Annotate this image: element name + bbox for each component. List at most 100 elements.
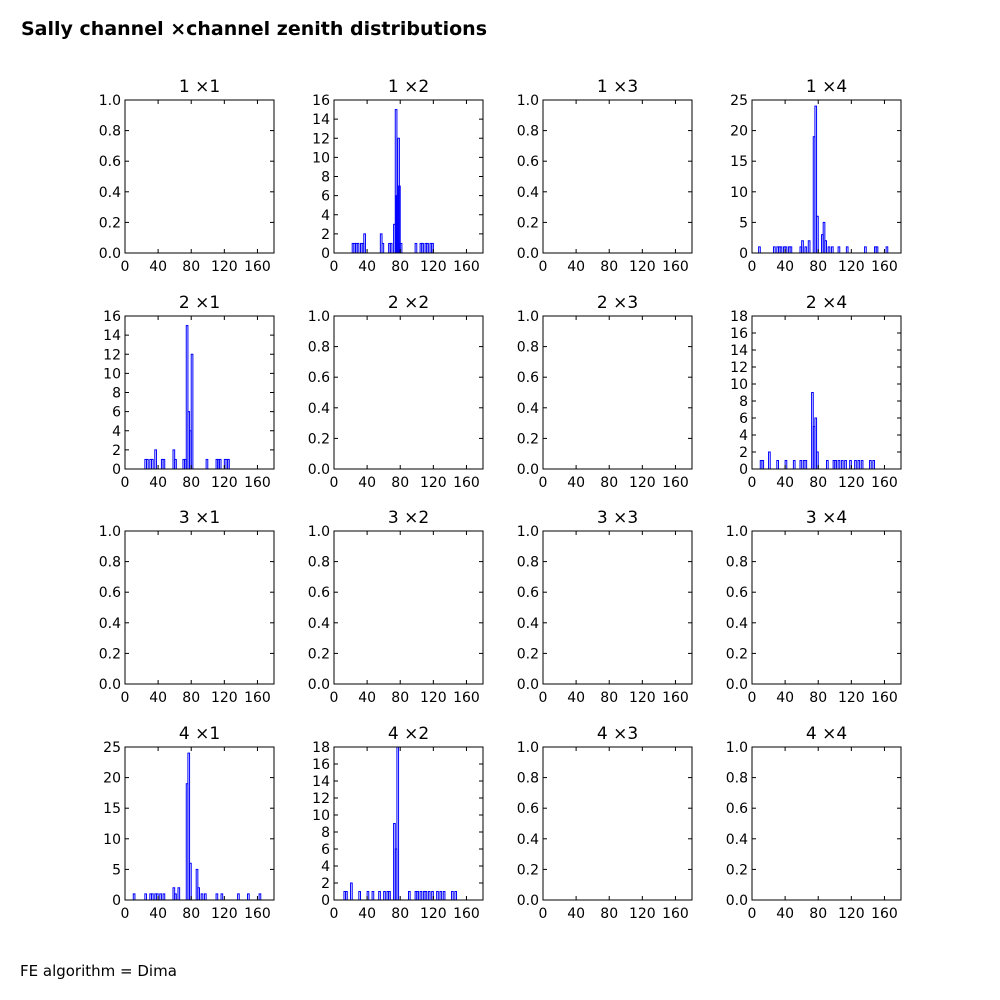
y-tick-label: 0 [739,462,748,478]
y-tick-label: 5 [739,215,748,231]
y-tick-label: 1.0 [726,740,748,756]
y-tick-label: 10 [103,366,121,382]
histogram-bar [419,891,423,901]
histogram-bar [215,893,219,901]
histogram-bar [799,460,803,470]
y-tick-label: 18 [730,309,748,325]
y-tick-label: 14 [730,343,748,359]
x-tick-label: 0 [748,475,757,491]
y-tick-label: 0.8 [726,555,748,571]
x-tick-label: 80 [600,690,618,706]
y-tick-label: 0.6 [726,585,748,601]
y-tick-label: 8 [112,386,121,402]
x-tick-label: 80 [391,475,409,491]
histogram-bar [159,893,162,901]
y-tick-label: 0.0 [517,462,539,478]
histogram-bar [789,246,793,254]
histogram-bar [804,246,808,254]
histogram-bar [358,891,361,901]
x-tick-label: 80 [600,259,618,275]
axes-frame [124,746,275,901]
y-tick-label: 16 [312,757,330,773]
x-tick-label: 0 [539,690,548,706]
y-tick-label: 0.0 [517,893,539,909]
axes-frame [751,99,902,254]
histogram-bar [439,891,443,901]
histogram-bar [162,458,166,470]
x-tick-label: 160 [871,690,898,706]
y-tick-label: 0.4 [308,616,330,632]
subplot-3x2: 0 40 80 120 160 0.0 0.2 0.4 0.6 0.8 1.0 3 ×2 [308,508,484,706]
x-tick-label: 160 [662,259,689,275]
y-tick-label: 0.6 [517,801,539,817]
x-tick-label: 120 [420,259,447,275]
histogram-bar [388,891,391,901]
y-tick-label: 0.2 [308,646,330,662]
x-tick-label: 160 [453,259,480,275]
y-tick-label: 20 [103,771,121,787]
y-tick-label: 1.0 [99,524,121,540]
histogram-bar [426,242,429,254]
histogram-bar [144,893,148,901]
y-tick-label: 4 [739,428,748,444]
histogram-bar [150,458,154,470]
x-tick-label: 160 [662,475,689,491]
y-tick-label: 0.4 [99,185,121,201]
y-tick-label: 0.2 [517,215,539,231]
x-tick-label: 0 [330,259,339,275]
y-tick-label: 1.0 [99,93,121,109]
x-tick-label: 0 [748,259,757,275]
axes-frame [124,315,275,470]
histogram-bar [237,893,240,901]
x-tick-label: 0 [748,690,757,706]
histogram-bar [442,891,446,901]
y-tick-label: 0.8 [517,124,539,140]
y-tick-label: 0.4 [726,616,748,632]
y-tick-label: 0.8 [726,771,748,787]
histogram-bar [885,246,889,254]
histogram-bar [416,891,419,901]
x-tick-label: 0 [330,690,339,706]
y-tick-label: 14 [312,112,330,128]
subplot-title: 3 ×4 [806,508,847,528]
x-tick-label: 80 [182,259,200,275]
histogram-bar [356,242,360,254]
y-tick-label: 0.2 [517,862,539,878]
y-tick-label: 1.0 [517,740,539,756]
histogram-bar [421,242,424,254]
y-tick-label: 12 [312,131,330,147]
y-tick-label: 6 [321,189,330,205]
x-tick-label: 0 [748,906,757,922]
x-tick-label: 120 [211,259,238,275]
histogram-bar [162,893,166,901]
y-tick-label: 5 [112,862,121,878]
x-tick-label: 40 [149,906,167,922]
y-tick-label: 15 [730,154,748,170]
y-tick-label: 1.0 [517,524,539,540]
histogram-bar [436,891,439,901]
subplot-title: 2 ×1 [179,293,220,313]
x-tick-label: 0 [121,475,130,491]
y-tick-label: 0.6 [726,801,748,817]
x-tick-label: 0 [121,259,130,275]
y-tick-label: 16 [730,326,748,342]
x-tick-label: 40 [776,690,794,706]
y-tick-label: 14 [103,328,121,344]
y-tick-label: 6 [112,405,121,421]
subplot-title: 4 ×1 [179,724,220,744]
y-tick-label: 12 [312,791,330,807]
subplot-4x3: 0 40 80 120 160 0.0 0.2 0.4 0.6 0.8 1.0 4 ×3 [517,724,693,922]
histogram-bar [258,893,262,901]
histogram-bar [154,449,157,470]
subplot-title: 3 ×3 [597,508,638,528]
histogram-bar [860,460,864,470]
y-tick-label: 0.4 [517,616,539,632]
histogram-bar [218,458,222,470]
histogram-bar [205,458,209,470]
histogram-bar [837,460,841,470]
histogram-bar [869,460,872,470]
y-tick-label: 0.2 [726,646,748,662]
x-tick-label: 80 [809,475,827,491]
y-tick-label: 0.0 [517,246,539,262]
